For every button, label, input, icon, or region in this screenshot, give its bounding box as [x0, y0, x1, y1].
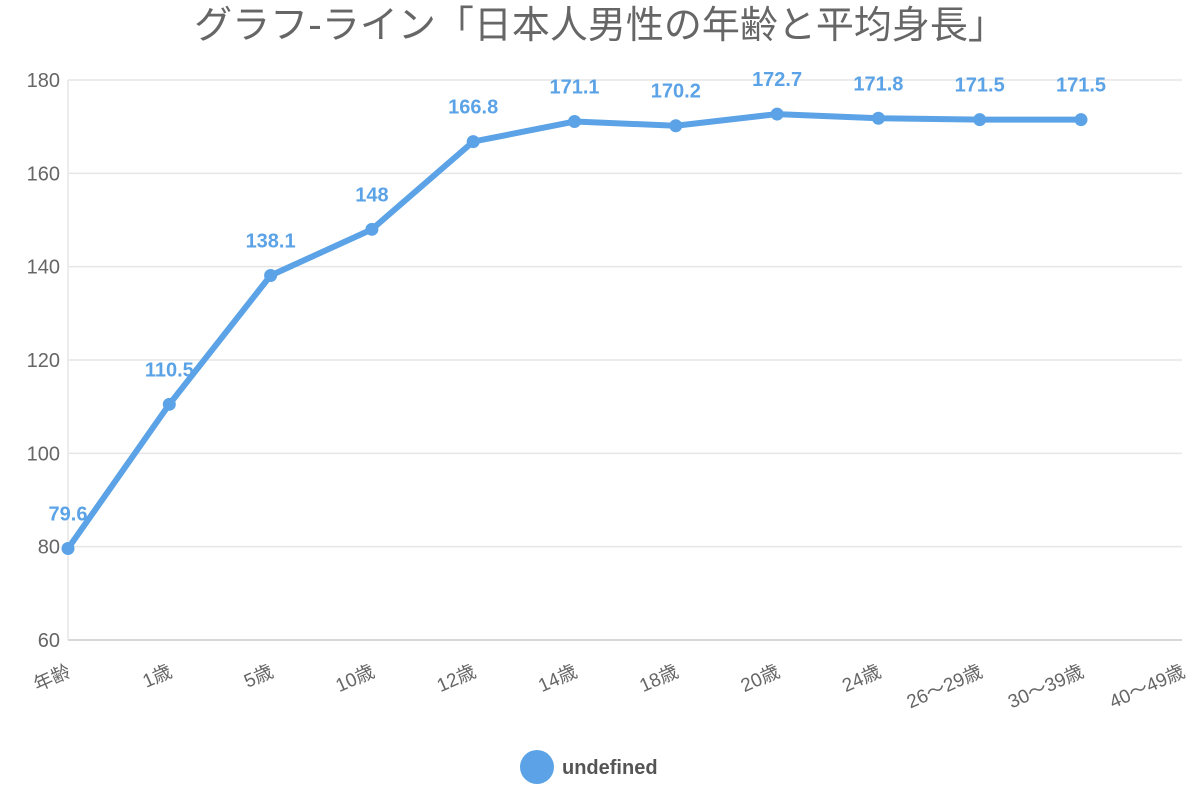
chart-title: グラフ-ライン「日本人男性の年齢と平均身長」 — [194, 3, 1006, 47]
data-label: 138.1 — [246, 231, 296, 253]
data-label: 110.5 — [145, 359, 194, 381]
x-tick-label: 20歳 — [738, 660, 784, 696]
data-label: 79.6 — [49, 504, 88, 526]
x-tick-label: 26〜29歳 — [903, 660, 985, 713]
y-tick-label: 120 — [27, 350, 60, 372]
data-label: 166.8 — [448, 97, 498, 119]
data-point[interactable] — [365, 222, 379, 236]
legend[interactable]: undefined — [520, 750, 658, 784]
data-point[interactable] — [264, 269, 278, 283]
data-point[interactable] — [973, 113, 987, 127]
x-tick-label: 18歳 — [636, 660, 682, 696]
data-point[interactable] — [770, 107, 784, 121]
x-tick-label: 12歳 — [434, 660, 480, 696]
data-point[interactable] — [61, 542, 75, 556]
y-tick-label: 160 — [27, 163, 60, 185]
y-tick-label: 80 — [38, 537, 60, 559]
y-tick-label: 140 — [27, 257, 60, 279]
y-tick-label: 100 — [27, 443, 60, 465]
x-tick-label: 10歳 — [332, 660, 378, 696]
x-tick-label: 5歳 — [241, 660, 277, 692]
x-tick-label: 24歳 — [839, 660, 885, 696]
data-point[interactable] — [1074, 113, 1088, 127]
gridlines — [67, 79, 1182, 641]
data-label: 148 — [355, 184, 388, 206]
y-tick-label: 180 — [27, 70, 60, 92]
data-label: 170.2 — [651, 81, 701, 103]
data-point[interactable] — [568, 115, 581, 129]
x-tick-label: 年齢 — [30, 660, 74, 696]
data-label: 171.5 — [955, 75, 1005, 97]
data-label: 171.8 — [853, 73, 903, 95]
legend-label: undefined — [562, 757, 658, 779]
x-tick-label: 14歳 — [535, 660, 581, 696]
data-point[interactable] — [669, 119, 683, 133]
data-point[interactable] — [162, 397, 176, 411]
y-axis: 60 80 100 120 140 160 180 — [27, 70, 60, 652]
data-label: 172.7 — [752, 69, 802, 91]
legend-marker — [520, 750, 554, 784]
data-label: 171.5 — [1056, 75, 1106, 97]
x-axis: 年齢 1歳 5歳 10歳 12歳 14歳 18歳 20歳 24歳 26〜29歳 30〜39歳 40〜4… — [30, 660, 1188, 713]
y-tick-label: 60 — [38, 630, 60, 652]
data-point[interactable] — [871, 111, 885, 125]
x-tick-label: 1歳 — [139, 660, 175, 692]
x-tick-label: 40〜49歳 — [1106, 660, 1188, 713]
x-tick-label: 30〜39歳 — [1005, 660, 1087, 713]
data-label: 171.1 — [549, 77, 599, 99]
series-line — [65, 111, 1084, 552]
data-point[interactable] — [466, 135, 480, 149]
series-0: 79.6 110.5 138.1 148 166.8 171.1 170.2 172.7 171… — [49, 69, 1106, 556]
